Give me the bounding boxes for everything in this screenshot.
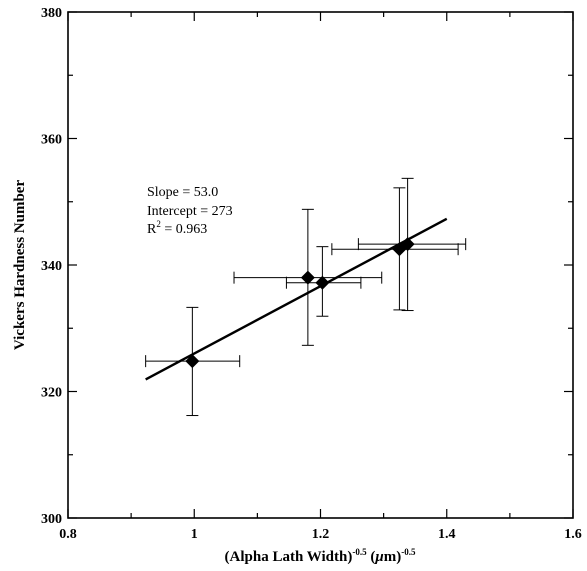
y-axis-title: Vickers Hardness Number xyxy=(12,180,28,351)
x-axis-title-part: ( xyxy=(367,549,376,565)
x-axis-title: (Alpha Lath Width)-0.5 (μm)-0.5 xyxy=(225,547,416,565)
annotation-slope: Slope = 53.0 xyxy=(147,185,218,200)
y-tick-label: 340 xyxy=(41,259,62,274)
data-point xyxy=(400,237,415,252)
data-point xyxy=(315,275,330,290)
data-markers xyxy=(185,237,415,369)
data-point xyxy=(185,354,200,369)
x-tick-label: 1.4 xyxy=(438,527,456,542)
x-axis-title-part: (Alpha Lath Width) xyxy=(225,549,353,565)
x-axis-title-part: m) xyxy=(384,549,402,565)
x-axis-title-part: -0.5 xyxy=(401,547,416,557)
y-tick-label: 300 xyxy=(41,512,62,527)
x-tick-label: 1.6 xyxy=(564,527,582,542)
x-tick-label: 1.2 xyxy=(312,527,330,542)
fit-line xyxy=(145,217,448,381)
x-axis-title-part: -0.5 xyxy=(352,547,367,557)
annotation-r-squared: R2 = 0.963 xyxy=(147,219,207,237)
y-tick-label: 360 xyxy=(41,133,62,148)
annotation-r2-prefix: R xyxy=(147,222,157,237)
annotation-r2-suffix: = 0.963 xyxy=(161,222,207,237)
x-tick-label: 0.8 xyxy=(59,527,77,542)
annotation-intercept: Intercept = 273 xyxy=(147,204,233,219)
x-tick-label: 1 xyxy=(191,527,198,542)
data-point xyxy=(300,270,315,285)
ticks-layer xyxy=(67,11,574,519)
y-tick-label: 380 xyxy=(41,6,62,21)
plot-frame xyxy=(67,11,574,519)
tick-labels: 0.8 1 1.2 1.4 1.6 300 320 340 360 380 xyxy=(41,6,582,542)
annotation-r2-sup: 2 xyxy=(156,219,161,229)
fit-line-layer xyxy=(145,217,448,381)
y-tick-label: 320 xyxy=(41,386,62,401)
x-axis-title-part: μ xyxy=(374,549,383,565)
